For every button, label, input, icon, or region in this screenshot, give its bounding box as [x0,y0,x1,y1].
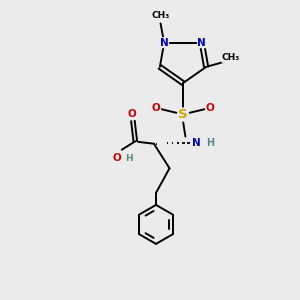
Text: H: H [206,138,214,148]
Text: H: H [125,154,133,163]
Text: CH₃: CH₃ [152,11,170,20]
Text: N: N [197,38,206,48]
Text: S: S [178,108,188,121]
Text: CH₃: CH₃ [222,53,240,62]
Text: N: N [192,138,201,148]
Text: N: N [160,38,169,48]
Text: O: O [206,103,214,113]
Text: O: O [112,153,122,163]
Text: O: O [128,109,137,119]
Text: O: O [152,103,160,113]
